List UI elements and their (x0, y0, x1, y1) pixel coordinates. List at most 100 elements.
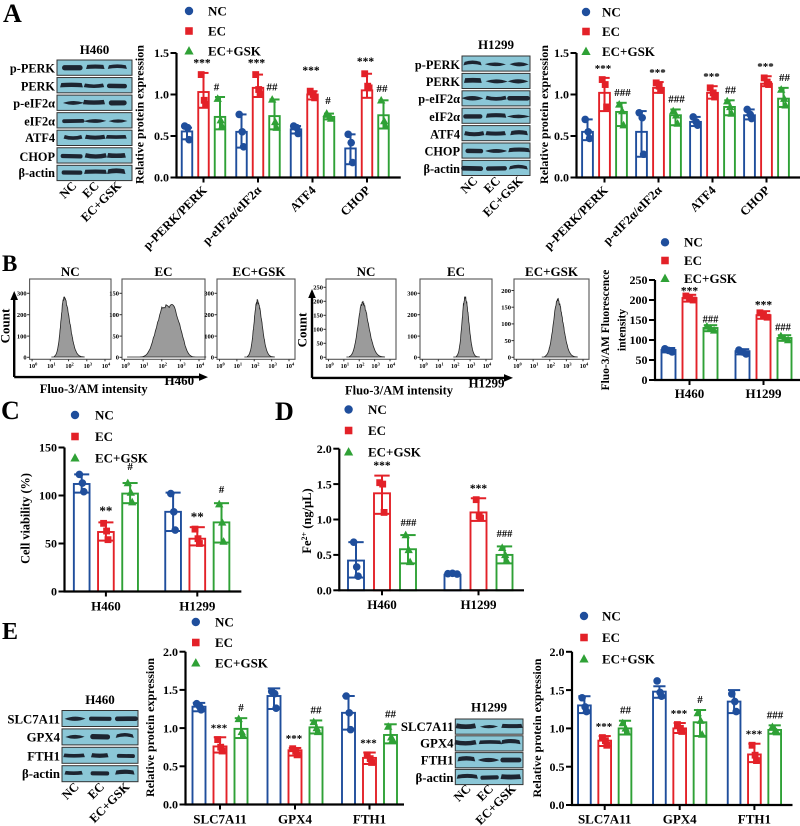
svg-text:0.0: 0.0 (317, 584, 332, 598)
svg-text:0: 0 (414, 355, 417, 362)
svg-text:EC: EC (602, 630, 620, 645)
svg-text:FTH1: FTH1 (27, 750, 60, 764)
svg-text:1.0: 1.0 (550, 722, 565, 736)
svg-text:##: ## (725, 84, 737, 96)
svg-text:103: 103 (84, 362, 93, 370)
svg-text:H1299: H1299 (460, 597, 497, 612)
svg-text:GPX4: GPX4 (27, 730, 61, 744)
svg-text:Relative protein expression: Relative protein expression (143, 658, 157, 797)
svg-text:102: 102 (159, 362, 167, 370)
svg-text:0: 0 (23, 355, 26, 362)
svg-text:Fluo-3/AM intensity: Fluo-3/AM intensity (40, 382, 149, 396)
svg-text:H1299: H1299 (745, 386, 782, 401)
svg-text:0: 0 (51, 585, 57, 599)
svg-text:104: 104 (286, 362, 295, 370)
svg-text:50: 50 (317, 341, 324, 348)
svg-text:104: 104 (196, 362, 205, 370)
svg-text:101: 101 (140, 362, 148, 370)
svg-text:***: *** (373, 460, 391, 472)
svg-text:0.5: 0.5 (317, 548, 332, 562)
svg-text:E: E (2, 619, 18, 645)
svg-text:102: 102 (547, 362, 555, 370)
svg-text:FTH1: FTH1 (353, 812, 386, 826)
svg-text:103: 103 (467, 362, 476, 370)
svg-text:NC: NC (208, 3, 227, 18)
svg-text:H460: H460 (675, 386, 705, 401)
svg-text:EC: EC (684, 253, 702, 268)
svg-text:100: 100 (204, 333, 214, 340)
svg-text:100: 100 (121, 362, 130, 370)
svg-text:H460: H460 (91, 599, 121, 614)
svg-text:###: ### (614, 87, 631, 99)
svg-text:Relative protein expression: Relative protein expression (530, 658, 544, 797)
svg-text:ATF4: ATF4 (25, 131, 55, 145)
svg-text:Relative protein expression: Relative protein expression (537, 45, 551, 184)
svg-text:0: 0 (320, 355, 323, 362)
svg-text:FTH1: FTH1 (738, 812, 771, 826)
svg-text:###: ### (401, 518, 418, 529)
svg-text:1.0: 1.0 (163, 721, 178, 735)
svg-text:100: 100 (407, 333, 417, 340)
svg-text:#: # (214, 82, 220, 94)
svg-text:##: ## (779, 72, 791, 84)
svg-text:#: # (127, 461, 133, 473)
svg-text:300: 300 (407, 291, 417, 298)
svg-text:102: 102 (451, 362, 459, 370)
svg-text:0.0: 0.0 (154, 171, 169, 185)
svg-text:100: 100 (419, 362, 428, 370)
svg-text:#: # (697, 694, 703, 706)
svg-text:##: ## (311, 704, 323, 716)
svg-text:1.5: 1.5 (554, 46, 569, 60)
svg-text:β-actin: β-actin (18, 166, 55, 180)
svg-text:H460: H460 (85, 692, 115, 707)
svg-text:200: 200 (204, 312, 214, 319)
svg-text:NC: NC (61, 264, 80, 279)
svg-text:50: 50 (45, 537, 57, 551)
svg-text:CHOP: CHOP (19, 150, 55, 164)
svg-text:150: 150 (630, 313, 648, 327)
svg-text:1.0: 1.0 (154, 88, 169, 102)
svg-text:H1299: H1299 (471, 700, 508, 715)
svg-text:2.0: 2.0 (317, 442, 332, 456)
svg-text:0: 0 (508, 355, 511, 362)
svg-text:##: ## (385, 708, 397, 720)
svg-text:***: *** (671, 708, 688, 720)
svg-text:150: 150 (39, 441, 57, 455)
svg-text:102: 102 (356, 362, 364, 370)
svg-text:1.5: 1.5 (550, 683, 565, 697)
svg-text:250: 250 (313, 285, 323, 292)
svg-text:0.5: 0.5 (550, 760, 565, 774)
svg-text:EC+GSK: EC+GSK (602, 651, 656, 666)
svg-text:1.5: 1.5 (163, 683, 178, 697)
svg-text:104: 104 (102, 362, 111, 370)
svg-text:EC: EC (602, 24, 620, 39)
svg-text:103: 103 (177, 362, 186, 370)
svg-text:EC: EC (154, 264, 172, 279)
svg-text:0.5: 0.5 (554, 129, 569, 143)
svg-text:100: 100 (216, 362, 225, 370)
svg-text:###: ### (767, 709, 784, 721)
svg-text:GPX4: GPX4 (420, 737, 454, 751)
svg-text:102: 102 (251, 362, 259, 370)
svg-text:200: 200 (501, 288, 511, 295)
svg-text:101: 101 (234, 362, 242, 370)
svg-text:***: *** (211, 722, 228, 734)
svg-text:EC+GSK: EC+GSK (95, 450, 149, 465)
svg-text:EC+GSK: EC+GSK (368, 444, 422, 459)
svg-text:100: 100 (39, 489, 57, 503)
svg-text:###: ### (775, 323, 792, 334)
svg-text:Fluo-3/AM Fluorescence: Fluo-3/AM Fluorescence (600, 270, 612, 391)
svg-text:SLC7A11: SLC7A11 (7, 712, 60, 726)
svg-text:300: 300 (17, 291, 27, 298)
svg-text:***: *** (649, 67, 666, 79)
svg-text:0.5: 0.5 (163, 760, 178, 774)
svg-text:intensity: intensity (617, 309, 629, 351)
svg-text:***: *** (757, 61, 774, 73)
svg-text:**: ** (99, 503, 112, 518)
svg-text:eIF2α: eIF2α (24, 115, 55, 129)
svg-text:***: *** (596, 721, 613, 733)
svg-text:##: ## (620, 705, 632, 717)
svg-text:EC+GSK: EC+GSK (215, 655, 269, 670)
svg-text:eIF2α: eIF2α (429, 110, 460, 124)
svg-text:H1299: H1299 (468, 376, 505, 391)
